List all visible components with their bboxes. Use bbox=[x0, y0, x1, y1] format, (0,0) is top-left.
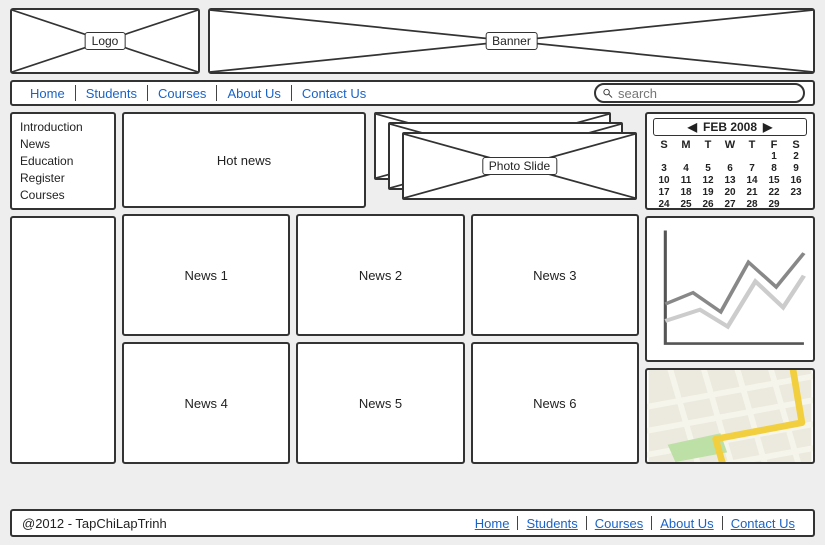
nav-home[interactable]: Home bbox=[20, 86, 75, 101]
sidebar-placeholder bbox=[10, 216, 116, 464]
footer-copyright: @2012 - TapChiLapTrinh bbox=[22, 516, 167, 531]
cal-title: FEB 2008 bbox=[703, 120, 757, 134]
sidebar-item-education[interactable]: Education bbox=[20, 154, 106, 168]
map-widget[interactable] bbox=[645, 368, 815, 464]
cal-prev-icon[interactable]: ◀ bbox=[688, 120, 697, 134]
logo-label: Logo bbox=[85, 32, 126, 50]
sidebar-item-register[interactable]: Register bbox=[20, 171, 106, 185]
search-input[interactable] bbox=[618, 86, 795, 101]
logo-placeholder: Logo bbox=[10, 8, 200, 74]
news-card-3[interactable]: News 3 bbox=[471, 214, 639, 336]
banner-placeholder: Banner bbox=[208, 8, 815, 74]
photo-slide-stack[interactable]: Photo Slide bbox=[372, 112, 639, 208]
news-card-4[interactable]: News 4 bbox=[122, 342, 290, 464]
nav-contact[interactable]: Contact Us bbox=[292, 86, 376, 101]
nav-about[interactable]: About Us bbox=[217, 86, 290, 101]
nav-courses[interactable]: Courses bbox=[148, 86, 216, 101]
sidebar-item-news[interactable]: News bbox=[20, 137, 106, 151]
sidebar-menu: Introduction News Education Register Cou… bbox=[10, 112, 116, 210]
line-chart-widget bbox=[645, 216, 815, 362]
sidebar-item-introduction[interactable]: Introduction bbox=[20, 120, 106, 134]
footer-bar: @2012 - TapChiLapTrinh Home Students Cou… bbox=[10, 509, 815, 537]
hot-news-box[interactable]: Hot news bbox=[122, 112, 366, 208]
top-nav: Home Students Courses About Us Contact U… bbox=[10, 80, 815, 106]
photo-slide-label: Photo Slide bbox=[482, 157, 557, 175]
cal-next-icon[interactable]: ▶ bbox=[763, 120, 772, 134]
search-icon bbox=[602, 87, 613, 99]
footer-link-courses[interactable]: Courses bbox=[587, 516, 651, 531]
news-card-5[interactable]: News 5 bbox=[296, 342, 464, 464]
footer-link-contact[interactable]: Contact Us bbox=[723, 516, 803, 531]
banner-label: Banner bbox=[485, 32, 538, 50]
footer-link-about[interactable]: About Us bbox=[652, 516, 721, 531]
calendar-grid: SMTWTFS123456789101112131415161718192021… bbox=[653, 139, 807, 211]
hot-news-label: Hot news bbox=[217, 153, 271, 168]
footer-link-home[interactable]: Home bbox=[467, 516, 518, 531]
news-card-2[interactable]: News 2 bbox=[296, 214, 464, 336]
calendar-widget[interactable]: ◀ FEB 2008 ▶ SMTWTFS12345678910111213141… bbox=[645, 112, 815, 210]
search-box[interactable] bbox=[594, 83, 805, 103]
nav-students[interactable]: Students bbox=[76, 86, 147, 101]
footer-link-students[interactable]: Students bbox=[518, 516, 585, 531]
sidebar-item-courses[interactable]: Courses bbox=[20, 188, 106, 202]
news-card-6[interactable]: News 6 bbox=[471, 342, 639, 464]
news-card-1[interactable]: News 1 bbox=[122, 214, 290, 336]
